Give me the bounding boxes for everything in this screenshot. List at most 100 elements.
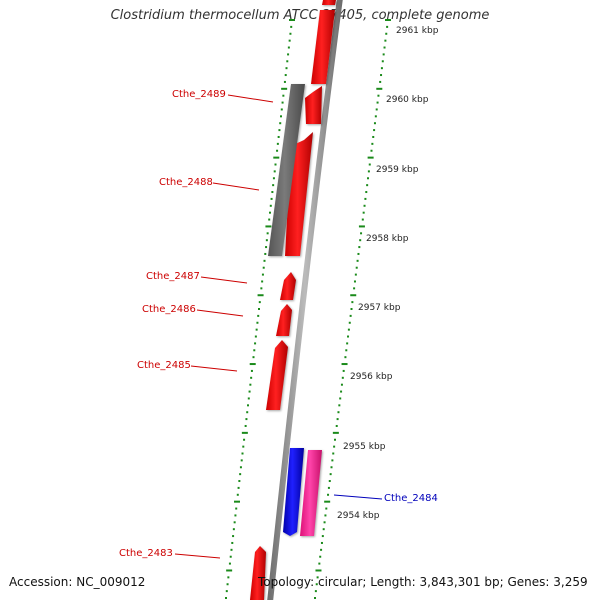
minor-tick-inner bbox=[338, 404, 341, 407]
minor-tick-inner bbox=[331, 459, 334, 462]
minor-tick-inner bbox=[318, 562, 321, 565]
minor-tick-inner bbox=[314, 590, 317, 593]
cds-cthe-2486[interactable] bbox=[276, 304, 292, 336]
minor-tick-inner bbox=[340, 383, 343, 386]
minor-tick-inner bbox=[363, 204, 366, 207]
major-tick-inner bbox=[332, 431, 339, 434]
minor-tick-inner bbox=[320, 548, 323, 551]
minor-tick-inner bbox=[340, 390, 343, 393]
minor-tick-outer bbox=[276, 142, 279, 145]
minor-tick-outer bbox=[225, 590, 228, 593]
minor-tick-outer bbox=[283, 80, 286, 83]
minor-tick-outer bbox=[285, 67, 288, 70]
minor-tick-outer bbox=[271, 191, 274, 194]
major-tick-outer bbox=[265, 225, 272, 228]
major-tick-inner bbox=[315, 569, 322, 572]
minor-tick-inner bbox=[367, 170, 370, 173]
minor-tick-outer bbox=[265, 239, 268, 242]
minor-tick-outer bbox=[272, 184, 275, 187]
cds-cthe-2483[interactable] bbox=[250, 546, 266, 600]
gene-labels: Cthe_2489 Cthe_2488 Cthe_2487 Cthe_2486 … bbox=[119, 89, 438, 559]
minor-tick-inner bbox=[332, 452, 335, 455]
major-tick-outer bbox=[281, 87, 288, 90]
minor-tick-inner bbox=[325, 507, 328, 510]
gene-label-cthe-2483[interactable]: Cthe_2483 bbox=[119, 548, 173, 559]
cds-cthe-2490[interactable] bbox=[311, 10, 335, 84]
minor-tick-outer bbox=[239, 473, 242, 476]
kbp-label-2955: 2955 kbp bbox=[343, 442, 386, 452]
kbp-label-2957: 2957 kbp bbox=[358, 303, 401, 313]
gene-label-cthe-2484[interactable]: Cthe_2484 bbox=[384, 493, 438, 504]
minor-tick-outer bbox=[261, 280, 264, 283]
minor-tick-inner bbox=[333, 438, 336, 441]
leader-cthe-2483 bbox=[174, 553, 221, 559]
gene-label-cthe-2486[interactable]: Cthe_2486 bbox=[142, 304, 196, 315]
minor-tick-outer bbox=[242, 445, 245, 448]
major-tick-outer bbox=[241, 431, 248, 434]
minor-tick-outer bbox=[253, 349, 256, 352]
minor-tick-inner bbox=[359, 239, 362, 242]
minor-tick-inner bbox=[322, 528, 325, 531]
minor-tick-inner bbox=[364, 197, 367, 200]
minor-tick-outer bbox=[262, 266, 265, 269]
inner-tick-track bbox=[314, 19, 391, 599]
major-tick-outer bbox=[249, 363, 256, 366]
minor-tick-outer bbox=[232, 528, 235, 531]
gene-label-cthe-2487[interactable]: Cthe_2487 bbox=[146, 271, 200, 282]
minor-tick-inner bbox=[347, 328, 350, 331]
minor-tick-outer bbox=[272, 177, 275, 180]
minor-tick-outer bbox=[280, 115, 282, 118]
minor-tick-inner bbox=[362, 211, 365, 214]
minor-tick-inner bbox=[337, 411, 340, 414]
minor-tick-outer bbox=[236, 493, 239, 496]
minor-tick-inner bbox=[344, 356, 347, 359]
minor-tick-outer bbox=[249, 383, 252, 386]
minor-tick-outer bbox=[276, 149, 279, 152]
cds-cthe-2489[interactable] bbox=[305, 86, 322, 124]
minor-tick-outer bbox=[286, 60, 289, 63]
minor-tick-inner bbox=[384, 39, 387, 42]
minor-tick-outer bbox=[273, 170, 276, 173]
minor-tick-outer bbox=[277, 135, 280, 138]
minor-tick-inner bbox=[323, 521, 326, 524]
cds-cthe-2487[interactable] bbox=[280, 272, 296, 300]
gene-label-cthe-2489[interactable]: Cthe_2489 bbox=[172, 89, 226, 100]
leader-cthe-2488 bbox=[212, 182, 260, 191]
gene-label-cthe-2485[interactable]: Cthe_2485 bbox=[137, 360, 191, 371]
minor-tick-outer bbox=[256, 321, 259, 324]
accession-text: Accession: NC_009012 bbox=[9, 575, 146, 589]
minor-tick-inner bbox=[372, 135, 375, 138]
minor-tick-inner bbox=[327, 493, 330, 496]
minor-tick-outer bbox=[258, 301, 261, 304]
minor-tick-inner bbox=[382, 53, 385, 56]
major-tick-inner bbox=[385, 19, 391, 21]
minor-tick-outer bbox=[284, 74, 287, 77]
minor-tick-outer bbox=[254, 335, 257, 338]
cds-top-fragment[interactable] bbox=[322, 0, 336, 5]
minor-tick-inner bbox=[354, 273, 357, 276]
cds-cthe-2484[interactable] bbox=[283, 448, 304, 536]
minor-tick-inner bbox=[342, 369, 345, 372]
topology-text: Topology: circular; Length: 3,843,301 bp… bbox=[258, 575, 588, 589]
minor-tick-outer bbox=[237, 486, 240, 489]
minor-tick-outer bbox=[239, 466, 242, 469]
major-tick-inner bbox=[324, 500, 331, 503]
minor-tick-outer bbox=[228, 562, 231, 565]
minor-tick-outer bbox=[240, 459, 243, 462]
minor-tick-inner bbox=[380, 74, 383, 77]
minor-tick-inner bbox=[371, 142, 374, 145]
kbp-label-2958: 2958 kbp bbox=[366, 234, 409, 244]
minor-tick-inner bbox=[348, 321, 351, 324]
gray-feature[interactable] bbox=[268, 84, 305, 256]
minor-tick-outer bbox=[250, 369, 253, 372]
pseudo-feature[interactable] bbox=[300, 450, 322, 536]
gene-label-cthe-2488[interactable]: Cthe_2488 bbox=[159, 177, 213, 188]
minor-tick-outer bbox=[241, 452, 244, 455]
cds-cthe-2485[interactable] bbox=[266, 340, 288, 410]
kbp-labels: 2961 kbp 2960 kbp 2959 kbp 2958 kbp 2957… bbox=[337, 26, 439, 521]
minor-tick-outer bbox=[263, 259, 266, 262]
minor-tick-outer bbox=[269, 211, 271, 214]
minor-tick-inner bbox=[353, 287, 356, 290]
major-tick-outer bbox=[234, 500, 240, 503]
